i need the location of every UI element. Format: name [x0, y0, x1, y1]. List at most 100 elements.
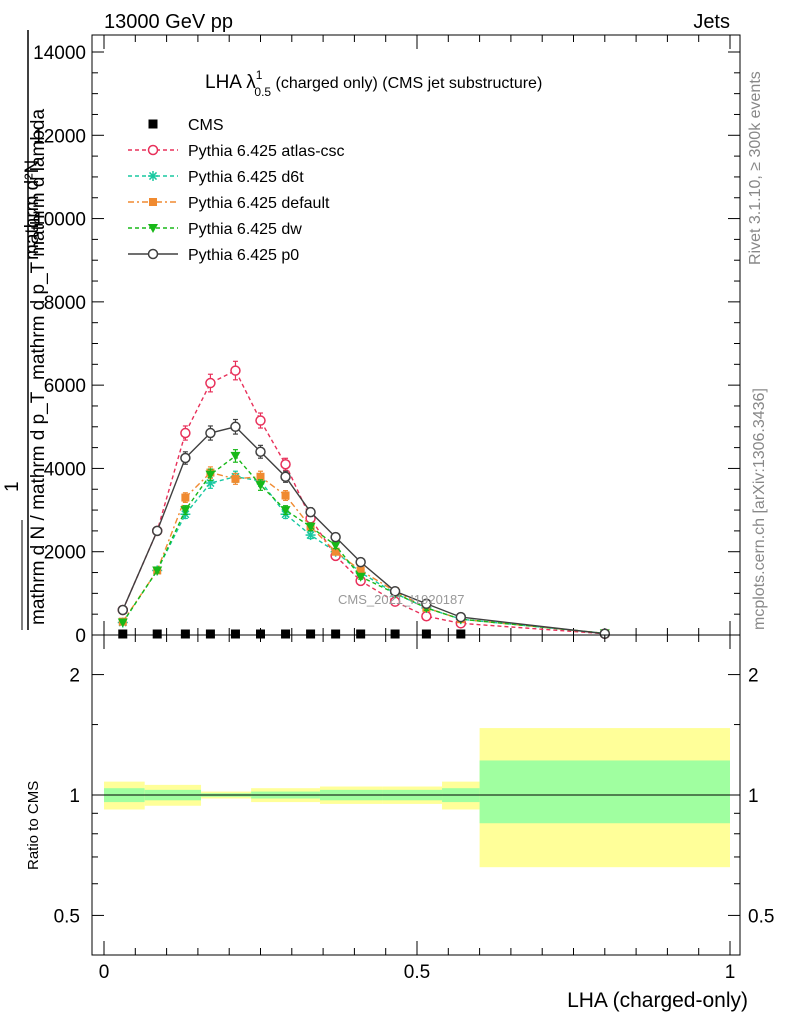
point-cms: [118, 629, 128, 639]
point-pythia-6-425-p0: [355, 556, 366, 568]
point-pythia-6-425-p0: [205, 427, 216, 439]
point-pythia-6-425-dw: [255, 481, 266, 491]
point-pythia-6-425-dw: [305, 522, 316, 532]
point-pythia-6-425-atlas-csc: [255, 415, 266, 426]
legend-marker-pythia-6-425-default: [149, 198, 157, 206]
title-sup: 1: [256, 68, 263, 82]
series-pythia-6-425-d6t: [117, 470, 610, 639]
watermark: CMS_2021_I1920187: [338, 592, 465, 607]
legend-item-pythia-6-425-p0: Pythia 6.425 p0: [128, 247, 299, 264]
main-ytick-label: 2000: [44, 543, 86, 564]
x-axis-label: LHA (charged-only): [567, 989, 748, 1012]
series-line-pythia-6-425-default: [122, 471, 605, 635]
ratio-plot: 0.5 0.5 1 1 2 2 0 0.5 1: [54, 634, 774, 983]
point-pythia-6-425-dw: [180, 506, 191, 516]
point-pythia-6-425-dw: [330, 541, 341, 551]
point-cms: [456, 629, 466, 639]
point-cms: [205, 629, 215, 639]
svg-text:LHA λ10.5 (charged only) (CMS: LHA λ1 0.5 (charged only) (CMS jet substr…: [205, 68, 542, 99]
legend-marker-pythia-6-425-p0: [147, 248, 159, 260]
legend-label: Pythia 6.425 dw: [188, 221, 302, 238]
point-cms: [421, 629, 431, 639]
point-pythia-6-425-atlas-csc: [421, 611, 432, 622]
point-pythia-6-425-default: [181, 493, 190, 502]
point-pythia-6-425-atlas-csc: [230, 365, 241, 376]
mcplots-label: mcplots.cern.ch [arXiv:1306.3436]: [751, 388, 768, 630]
title-rest: (charged only) (CMS jet substructure): [271, 75, 542, 92]
point-pythia-6-425-p0: [255, 446, 266, 458]
point-cms: [356, 629, 366, 639]
point-cms: [306, 629, 316, 639]
point-pythia-6-425-default: [331, 547, 340, 556]
point-pythia-6-425-atlas-csc: [205, 377, 216, 389]
ratio-band-inner: [479, 760, 730, 824]
point-pythia-6-425-p0: [180, 452, 191, 464]
series-line-pythia-6-425-dw: [122, 454, 605, 635]
series-pythia-6-425-p0: [117, 418, 611, 640]
main-ytick-label: 0: [75, 626, 86, 647]
point-pythia-6-425-dw: [355, 572, 366, 582]
point-pythia-6-425-p0: [305, 506, 316, 518]
series-pythia-6-425-dw: [117, 449, 610, 639]
main-ytick-label: 8000: [44, 293, 86, 314]
legend-label: Pythia 6.425 p0: [188, 247, 299, 264]
main-ytick-label: 10000: [33, 210, 86, 231]
point-pythia-6-425-dw: [205, 470, 216, 480]
point-pythia-6-425-atlas-csc: [280, 459, 291, 470]
point-cms: [230, 629, 240, 639]
point-pythia-6-425-default: [256, 472, 265, 481]
main-ytick-label: 14000: [33, 43, 86, 64]
point-pythia-6-425-p0: [455, 611, 467, 623]
ratio-ytick-label: 1: [69, 786, 80, 807]
ratio-xtick-label: 0.5: [404, 962, 430, 983]
point-cms: [152, 629, 162, 639]
point-pythia-6-425-atlas-csc: [180, 427, 191, 439]
legend-label: CMS: [188, 117, 224, 134]
main-ylabel: mathrm d²N mathrm d p_T mathrm d lambda …: [2, 30, 49, 630]
legend-marker-pythia-6-425-atlas-csc: [147, 144, 159, 156]
legend-marker-pythia-6-425-d6t: [148, 171, 158, 181]
legend-item-pythia-6-425-d6t: Pythia 6.425 d6t: [128, 169, 304, 186]
legend-item-cms: CMS: [148, 117, 224, 134]
legend-marker-pythia-6-425-dw: [148, 224, 158, 233]
point-cms: [256, 629, 265, 639]
legend: CMS Pythia 6.425 atlas-csc Pythia 6.425 d6…: [128, 117, 345, 264]
series-pythia-6-425-default: [118, 466, 609, 638]
point-cms: [180, 629, 190, 639]
main-ytick-label: 6000: [44, 376, 86, 397]
point-cms: [331, 629, 341, 639]
title-sub: 0.5: [254, 85, 271, 99]
series-line-pythia-6-425-atlas-csc: [122, 369, 605, 635]
ratio-ytick-label-right: 1: [748, 786, 759, 807]
point-pythia-6-425-p0: [151, 525, 163, 537]
legend-item-pythia-6-425-atlas-csc: Pythia 6.425 atlas-csc: [128, 143, 345, 160]
legend-label: Pythia 6.425 d6t: [188, 169, 304, 186]
legend-item-pythia-6-425-dw: Pythia 6.425 dw: [128, 221, 302, 238]
point-pythia-6-425-default: [356, 566, 365, 575]
legend-item-pythia-6-425-default: Pythia 6.425 default: [128, 195, 330, 212]
ylabel-frac-num: 1: [2, 481, 23, 492]
point-cms: [281, 629, 291, 639]
point-cms: [390, 629, 400, 639]
legend-label: Pythia 6.425 default: [188, 195, 330, 212]
ylabel-line2: mathrm d p_T mathrm d lambda: [28, 109, 49, 380]
point-pythia-6-425-default: [231, 474, 240, 483]
ylabel-frac-den: mathrm d N / mathrm d p_T: [28, 391, 49, 625]
point-pythia-6-425-dw: [152, 566, 163, 576]
ratio-xtick-label: 0: [99, 962, 110, 983]
point-pythia-6-425-dw: [117, 618, 128, 628]
point-pythia-6-425-p0: [421, 598, 432, 610]
point-pythia-6-425-default: [281, 491, 290, 500]
series-cms: [118, 629, 466, 639]
header-energy: 13000 GeV pp: [104, 11, 233, 33]
point-pythia-6-425-p0: [117, 604, 129, 616]
ratio-ytick-label-right: 0.5: [748, 906, 774, 927]
series-line-pythia-6-425-d6t: [122, 476, 605, 635]
point-pythia-6-425-p0: [389, 586, 401, 597]
legend-label: Pythia 6.425 atlas-csc: [188, 143, 345, 160]
ratio-ylabel: Ratio to CMS: [25, 781, 42, 870]
plot-title: LHA λ1 0.5 (charged only) (CMS jet substr…: [205, 68, 542, 99]
main-ytick-label: 12000: [33, 126, 86, 147]
point-pythia-6-425-p0: [330, 531, 341, 543]
